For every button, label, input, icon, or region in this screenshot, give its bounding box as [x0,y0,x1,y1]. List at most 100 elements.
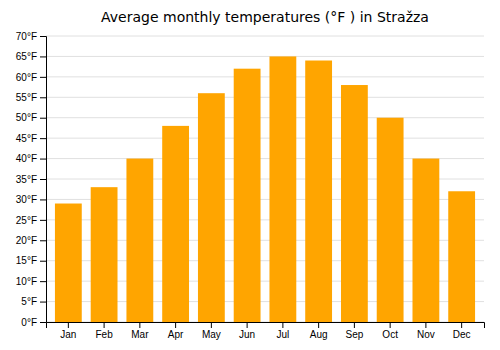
tick-label: 65°F [16,51,37,62]
y-axis: 0°F 5°F 10°F 15°F 20°F 25°F 30°F 35°F 40°F 45°F 50… [16,31,47,328]
tick-mark [175,322,176,328]
y-tick: 20°F [16,235,46,246]
bar [305,61,332,322]
tick-label: Jan [60,329,76,340]
y-tick: 10°F [16,276,46,287]
tick-mark [282,322,283,328]
tick-mark [40,240,46,241]
tick-label: 45°F [16,133,37,144]
tick-mark [104,322,105,328]
chart: 0°F 5°F 10°F 15°F 20°F 25°F 30°F 35°F 40°F 45°F 50… [0,0,500,350]
y-tick: 55°F [16,92,46,103]
bar [91,187,118,322]
y-tick: 35°F [16,174,46,185]
tick-mark [40,138,46,139]
tick-label: 55°F [16,92,37,103]
x-axis: Jan Feb Mar Apr May Jun Jul Aug Sep Oct Nov Dec [47,322,485,340]
tick-mark [40,199,46,200]
x-tick: May [202,322,221,340]
bar [126,159,153,322]
title: Average monthly temperatures (°F ) in St… [101,9,429,25]
bar [412,159,439,322]
tick-label: 0°F [21,317,37,328]
tick-mark [247,322,248,328]
tick-label: 40°F [16,153,37,164]
tick-mark [40,97,46,98]
x-tick: Feb [95,322,113,340]
tick-label: 10°F [16,276,37,287]
tick-label: Feb [95,329,113,340]
tick-mark [354,322,355,328]
y-tick: 30°F [16,194,46,205]
grid-line [46,56,484,57]
tick-label: Jul [276,329,289,340]
y-tick: 15°F [16,255,46,266]
tick-label: Dec [453,329,471,340]
axis-line [40,37,47,323]
grid-line [46,117,484,118]
axis-line [47,323,485,329]
tick-label: 60°F [16,72,37,83]
tick-mark [40,220,46,221]
bar [234,69,261,322]
y-tick: 60°F [16,72,46,83]
tick-mark [40,302,46,303]
tick-label: May [202,329,221,340]
bar [377,118,404,322]
tick-mark [40,261,46,262]
tick-label: 30°F [16,194,37,205]
tick-label: Apr [168,329,184,340]
x-tick: Aug [310,322,328,340]
y-tick: 70°F [16,31,46,42]
tick-mark [40,322,46,323]
tick-label: 15°F [16,255,37,266]
tick-mark [40,56,46,57]
plot: 0°F 5°F 10°F 15°F 20°F 25°F 30°F 35°F 40°F 45°F 50… [16,31,485,340]
tick-label: Sep [345,329,363,340]
tick-label: 20°F [16,235,37,246]
grid-line [46,76,484,77]
x-tick: Oct [382,322,398,340]
x-tick: Sep [345,322,363,340]
x-tick: Nov [417,322,435,340]
tick-mark [318,322,319,328]
x-tick: Jul [276,322,289,340]
bar [269,56,296,322]
tick-label: 50°F [16,112,37,123]
tick-mark [139,322,140,328]
grid-line [46,97,484,98]
tick-label: Nov [417,329,435,340]
tick-label: Aug [310,329,328,340]
tick-label: Mar [131,329,149,340]
x-tick: Jun [239,322,255,340]
x-tick: Apr [168,322,184,340]
bar [55,204,82,322]
grid-line [46,36,484,37]
y-tick: 45°F [16,133,46,144]
tick-label: 5°F [21,296,37,307]
tick-mark [390,322,391,328]
tick-label: 25°F [16,215,37,226]
bars [55,56,475,322]
bar [198,93,225,322]
tick-mark [68,322,69,328]
tick-label: 70°F [16,31,37,42]
y-tick: 50°F [16,112,46,123]
tick-mark [40,77,46,78]
tick-label: 35°F [16,174,37,185]
tick-mark [211,322,212,328]
bar [162,126,189,322]
tick-mark [40,159,46,160]
y-tick: 40°F [16,153,46,164]
x-tick: Jan [60,322,76,340]
x-tick: Mar [131,322,149,340]
tick-label: Oct [382,329,398,340]
x-tick: Dec [453,322,471,340]
tick-mark [425,322,426,328]
y-tick: 25°F [16,215,46,226]
y-tick: 5°F [21,296,46,307]
bar [448,191,475,322]
y-tick: 65°F [16,51,46,62]
grid [46,36,484,322]
tick-mark [40,179,46,180]
